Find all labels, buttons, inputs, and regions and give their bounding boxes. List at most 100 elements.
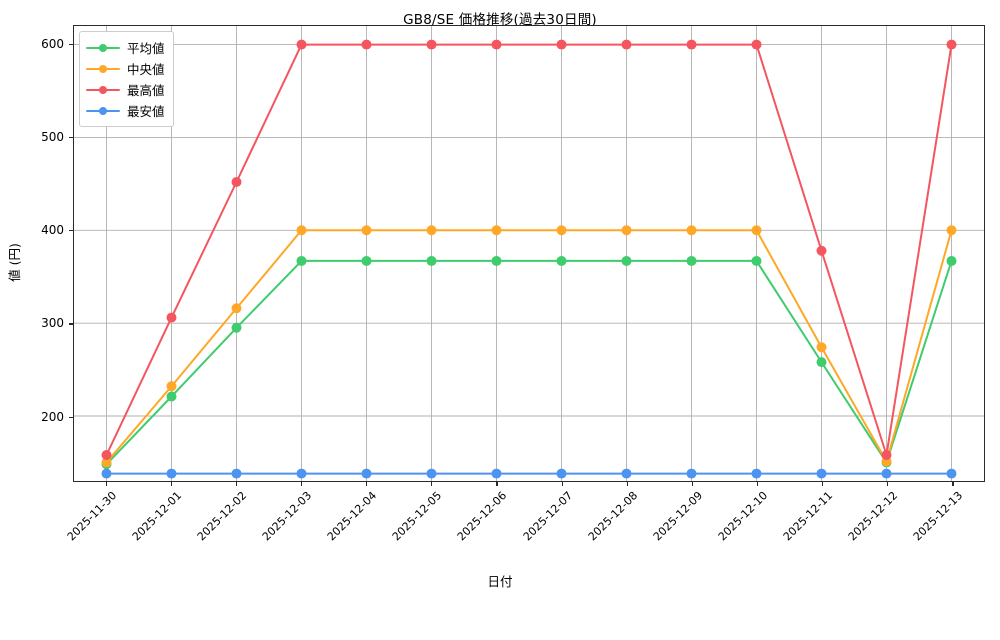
- data-point[interactable]: [426, 468, 437, 479]
- y-tick-mark: [69, 323, 73, 325]
- data-point[interactable]: [166, 381, 177, 392]
- data-point[interactable]: [816, 245, 827, 256]
- data-point[interactable]: [361, 255, 372, 266]
- data-point[interactable]: [231, 468, 242, 479]
- chart-title: GB8/SE 価格推移(過去30日間): [403, 12, 597, 28]
- legend-label: 平均値: [127, 41, 165, 56]
- series-1: [101, 255, 957, 470]
- x-tick-mark: [691, 482, 693, 486]
- data-point[interactable]: [166, 312, 177, 323]
- legend-label: 最安値: [127, 104, 165, 119]
- data-point[interactable]: [816, 357, 827, 368]
- series-line: [105, 259, 953, 466]
- data-point[interactable]: [946, 255, 957, 266]
- data-point[interactable]: [361, 225, 372, 236]
- x-tick-mark: [431, 482, 433, 486]
- data-point[interactable]: [166, 391, 177, 402]
- data-point[interactable]: [101, 468, 112, 479]
- data-point[interactable]: [296, 468, 307, 479]
- data-point[interactable]: [621, 468, 632, 479]
- data-point[interactable]: [166, 468, 177, 479]
- data-point[interactable]: [296, 39, 307, 50]
- data-point[interactable]: [881, 450, 892, 460]
- data-point[interactable]: [361, 39, 372, 50]
- data-point[interactable]: [296, 255, 307, 266]
- series-3: [101, 39, 957, 460]
- series-4: [101, 468, 957, 479]
- series-line: [105, 43, 953, 456]
- data-point[interactable]: [946, 39, 957, 50]
- y-tick-mark: [69, 136, 73, 138]
- data-point[interactable]: [686, 225, 697, 236]
- data-point[interactable]: [296, 225, 307, 236]
- gridlines: [74, 26, 984, 481]
- data-point[interactable]: [686, 39, 697, 50]
- x-tick-mark: [887, 482, 889, 486]
- data-point[interactable]: [556, 39, 567, 50]
- data-point[interactable]: [686, 468, 697, 479]
- y-tick-mark: [69, 416, 73, 418]
- legend-item[interactable]: 平均値: [86, 37, 165, 58]
- data-point[interactable]: [946, 468, 957, 479]
- x-tick-mark: [235, 482, 237, 486]
- data-point[interactable]: [426, 225, 437, 236]
- data-point[interactable]: [231, 303, 242, 314]
- data-point[interactable]: [686, 255, 697, 266]
- data-point[interactable]: [816, 468, 827, 479]
- x-tick-label: 2025-12-09: [650, 489, 706, 544]
- data-point[interactable]: [491, 255, 502, 266]
- legend-swatch-icon: [86, 105, 120, 117]
- legend-item[interactable]: 中央値: [86, 58, 165, 79]
- legend-label: 最高値: [127, 83, 165, 98]
- x-tick-mark: [496, 482, 498, 486]
- data-point[interactable]: [426, 255, 437, 266]
- x-tick-label: 2025-12-10: [715, 489, 771, 544]
- data-point[interactable]: [556, 468, 567, 479]
- data-point[interactable]: [946, 225, 957, 236]
- x-tick-mark: [170, 482, 172, 486]
- x-tick-mark: [626, 482, 628, 486]
- x-tick-label: 2025-12-02: [194, 489, 250, 544]
- data-point[interactable]: [816, 342, 827, 353]
- legend-dot-icon: [99, 43, 107, 52]
- x-tick-label: 2025-12-04: [324, 489, 380, 544]
- data-point[interactable]: [101, 450, 112, 460]
- data-point[interactable]: [491, 39, 502, 50]
- legend-dot-icon: [99, 106, 107, 115]
- data-point[interactable]: [621, 39, 632, 50]
- data-point[interactable]: [751, 39, 762, 50]
- data-point[interactable]: [556, 225, 567, 236]
- data-point[interactable]: [491, 225, 502, 236]
- plot-area: [73, 25, 985, 482]
- x-tick-label: 2025-12-06: [455, 489, 510, 544]
- x-tick-mark: [301, 482, 303, 486]
- x-tick-mark: [561, 482, 563, 486]
- data-point[interactable]: [231, 177, 242, 187]
- data-point[interactable]: [101, 457, 112, 468]
- x-tick-label: 2025-12-03: [259, 489, 315, 544]
- x-tick-mark: [952, 482, 954, 486]
- legend-item[interactable]: 最安値: [86, 100, 165, 121]
- chart-legend: 平均値中央値最高値最安値: [79, 31, 174, 127]
- x-tick-mark: [105, 482, 107, 486]
- data-point[interactable]: [556, 255, 567, 266]
- data-point[interactable]: [621, 255, 632, 266]
- y-tick-label: 400: [41, 223, 64, 238]
- data-point[interactable]: [621, 225, 632, 236]
- y-tick-label: 600: [41, 36, 64, 51]
- y-tick-label: 200: [41, 409, 64, 424]
- data-point[interactable]: [426, 39, 437, 50]
- data-point[interactable]: [491, 468, 502, 479]
- x-tick-mark: [757, 482, 759, 486]
- legend-dot-icon: [99, 64, 107, 73]
- data-point[interactable]: [751, 255, 762, 266]
- legend-item[interactable]: 最高値: [86, 79, 165, 100]
- x-tick-mark: [366, 482, 368, 486]
- data-point[interactable]: [361, 468, 372, 479]
- x-tick-label: 2025-12-08: [585, 489, 640, 544]
- y-tick-mark: [69, 230, 73, 232]
- data-point[interactable]: [231, 322, 242, 333]
- data-point[interactable]: [751, 225, 762, 236]
- data-point[interactable]: [881, 468, 892, 479]
- data-point[interactable]: [751, 468, 762, 479]
